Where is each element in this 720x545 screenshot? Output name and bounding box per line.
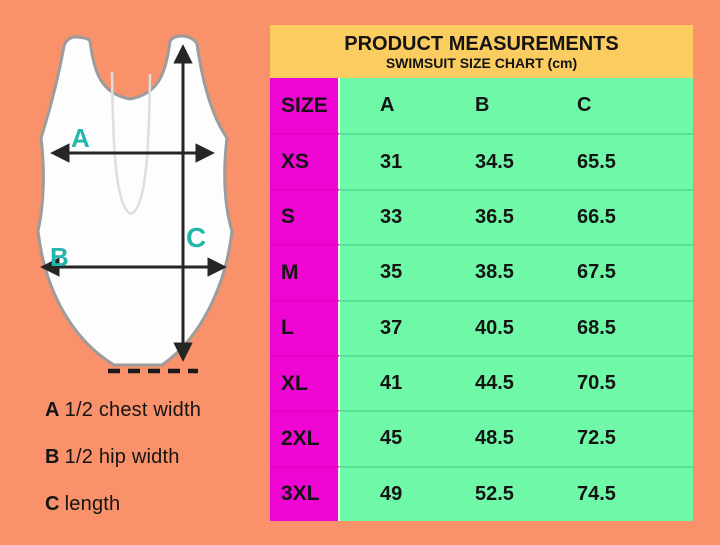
size-cell: XL <box>270 354 340 411</box>
value-cell-a: 31 <box>340 133 435 189</box>
legend-letter-c: C <box>45 493 60 515</box>
table-rows: SIZE A B C XS 31 34.5 65.5 S 33 36.5 66.… <box>270 78 693 521</box>
table-title: PRODUCT MEASUREMENTS <box>344 32 619 55</box>
column-header-b: B <box>435 78 537 134</box>
marker-b-label: B <box>50 242 69 272</box>
column-header-size: SIZE <box>270 78 340 134</box>
table-row: XS 31 34.5 65.5 <box>270 133 693 189</box>
value-cell-c: 67.5 <box>537 244 693 300</box>
table-row: M 35 38.5 67.5 <box>270 244 693 300</box>
value-cell-c: 65.5 <box>537 133 693 189</box>
value-cell-b: 34.5 <box>435 133 537 189</box>
value-cell-c: 72.5 <box>537 410 693 466</box>
marker-c-label: C <box>186 222 206 253</box>
value-cell-c: 74.5 <box>537 465 693 521</box>
table-row: 3XL 49 52.5 74.5 <box>270 465 693 521</box>
legend-text-b: 1/2 hip width <box>64 446 180 468</box>
value-cell-b: 36.5 <box>435 188 537 245</box>
value-cell-b: 52.5 <box>435 465 537 521</box>
legend-text-a: 1/2 chest width <box>64 399 202 421</box>
value-cell-c: 66.5 <box>537 188 693 245</box>
value-cell-b: 38.5 <box>435 244 537 300</box>
legend-item-b: B 1/2 hip width <box>45 447 201 467</box>
size-cell: XS <box>270 133 340 189</box>
table-row: 2XL 45 48.5 72.5 <box>270 410 693 466</box>
value-cell-a: 33 <box>340 188 435 245</box>
size-cell: 3XL <box>270 465 340 521</box>
legend-item-a: A 1/2 chest width <box>45 400 201 420</box>
swimsuit-outline <box>36 34 234 367</box>
size-chart-table: PRODUCT MEASUREMENTS SWIMSUIT SIZE CHART… <box>270 25 693 521</box>
column-header-row: SIZE A B C <box>270 78 693 134</box>
value-cell-a: 35 <box>340 244 435 300</box>
value-cell-b: 40.5 <box>435 299 537 355</box>
column-header-c: C <box>537 78 693 134</box>
value-cell-a: 49 <box>340 465 435 521</box>
legend-letter-a: A <box>45 399 60 421</box>
table-row: XL 41 44.5 70.5 <box>270 354 693 411</box>
value-cell-c: 70.5 <box>537 354 693 411</box>
value-cell-a: 37 <box>340 299 435 355</box>
value-cell-c: 68.5 <box>537 299 693 355</box>
table-row: L 37 40.5 68.5 <box>270 299 693 355</box>
inner-neckline <box>110 71 152 216</box>
value-cell-a: 45 <box>340 410 435 466</box>
table-title-block: PRODUCT MEASUREMENTS SWIMSUIT SIZE CHART… <box>270 25 693 78</box>
value-cell-a: 41 <box>340 354 435 411</box>
size-cell: L <box>270 299 340 355</box>
size-cell: S <box>270 188 340 245</box>
legend-text-c: length <box>64 493 121 515</box>
value-cell-b: 44.5 <box>435 354 537 411</box>
legend-letter-b: B <box>45 446 60 468</box>
table-subtitle: SWIMSUIT SIZE CHART (cm) <box>385 54 578 71</box>
column-header-a: A <box>340 78 435 134</box>
value-cell-b: 48.5 <box>435 410 537 466</box>
size-cell: 2XL <box>270 410 340 466</box>
swimsuit-diagram: A B C <box>36 34 234 374</box>
table-row: S 33 36.5 66.5 <box>270 188 693 245</box>
size-cell: M <box>270 244 340 300</box>
marker-a-label: A <box>71 123 90 153</box>
